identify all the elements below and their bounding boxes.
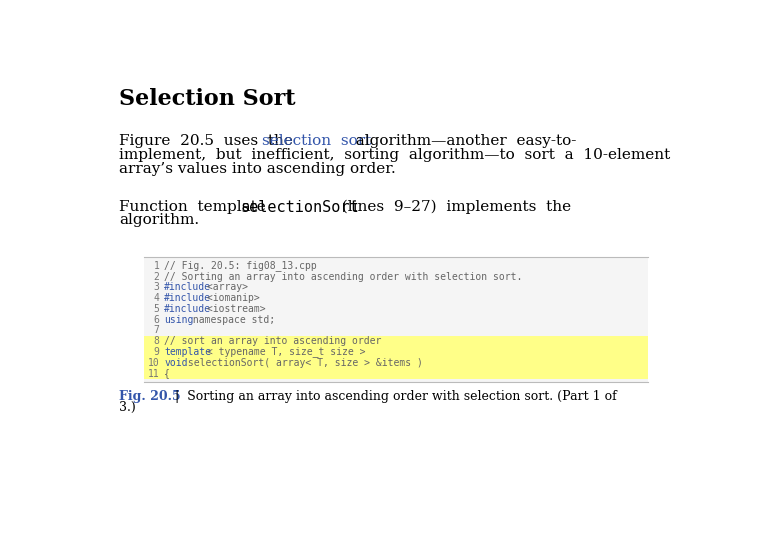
Text: // Fig. 20.5: fig08_13.cpp: // Fig. 20.5: fig08_13.cpp (164, 260, 317, 271)
Text: 3.): 3.) (119, 401, 136, 414)
Text: (lines  9–27)  implements  the: (lines 9–27) implements the (332, 200, 572, 214)
Text: array’s values into ascending order.: array’s values into ascending order. (119, 162, 396, 176)
Text: algorithm.: algorithm. (119, 213, 200, 227)
Text: Function  template: Function template (119, 200, 275, 213)
Text: selection  sort: selection sort (261, 134, 370, 148)
Text: implement,  but  inefficient,  sorting  algorithm—to  sort  a  10-element: implement, but inefficient, sorting algo… (119, 148, 671, 162)
Text: 3: 3 (154, 282, 159, 292)
Text: #include: #include (164, 293, 211, 303)
Text: selectionSort( array< T, size > &items ): selectionSort( array< T, size > &items ) (183, 358, 424, 368)
Text: 4: 4 (154, 293, 159, 303)
Text: using: using (164, 315, 193, 325)
Text: #include: #include (164, 282, 211, 292)
Bar (144, 347, 647, 357)
Bar (144, 336, 647, 347)
Text: algorithm—another  easy-to-: algorithm—another easy-to- (346, 134, 576, 148)
Text: {: { (164, 369, 170, 379)
Bar (144, 357, 647, 368)
Text: Figure  20.5  uses  the: Figure 20.5 uses the (119, 134, 303, 148)
Text: < typename T, size_t size >: < typename T, size_t size > (200, 347, 365, 357)
Text: 11: 11 (147, 369, 159, 379)
Text: template: template (164, 347, 211, 357)
Text: <array>: <array> (200, 282, 247, 292)
Text: 1: 1 (154, 261, 159, 271)
Text: 5: 5 (154, 304, 159, 314)
Text: 9: 9 (154, 347, 159, 357)
Text: 6: 6 (154, 315, 159, 325)
Bar (144, 257, 647, 382)
Text: 7: 7 (154, 326, 159, 335)
Text: <iostream>: <iostream> (200, 304, 265, 314)
Text: |  Sorting an array into ascending order with selection sort. (Part 1 of: | Sorting an array into ascending order … (167, 390, 617, 403)
Text: // Sorting an array into ascending order with selection sort.: // Sorting an array into ascending order… (164, 272, 523, 281)
Text: #include: #include (164, 304, 211, 314)
Text: Fig. 20.5: Fig. 20.5 (119, 390, 181, 403)
Text: namespace std;: namespace std; (187, 315, 275, 325)
Text: selectionSort: selectionSort (240, 200, 359, 214)
Text: <iomanip>: <iomanip> (200, 293, 259, 303)
Text: void: void (164, 358, 188, 368)
Text: 10: 10 (147, 358, 159, 368)
Text: // sort an array into ascending order: // sort an array into ascending order (164, 336, 381, 346)
Text: 2: 2 (154, 272, 159, 281)
Bar (144, 368, 647, 379)
Text: 8: 8 (154, 336, 159, 346)
Text: Selection Sort: Selection Sort (119, 88, 296, 110)
